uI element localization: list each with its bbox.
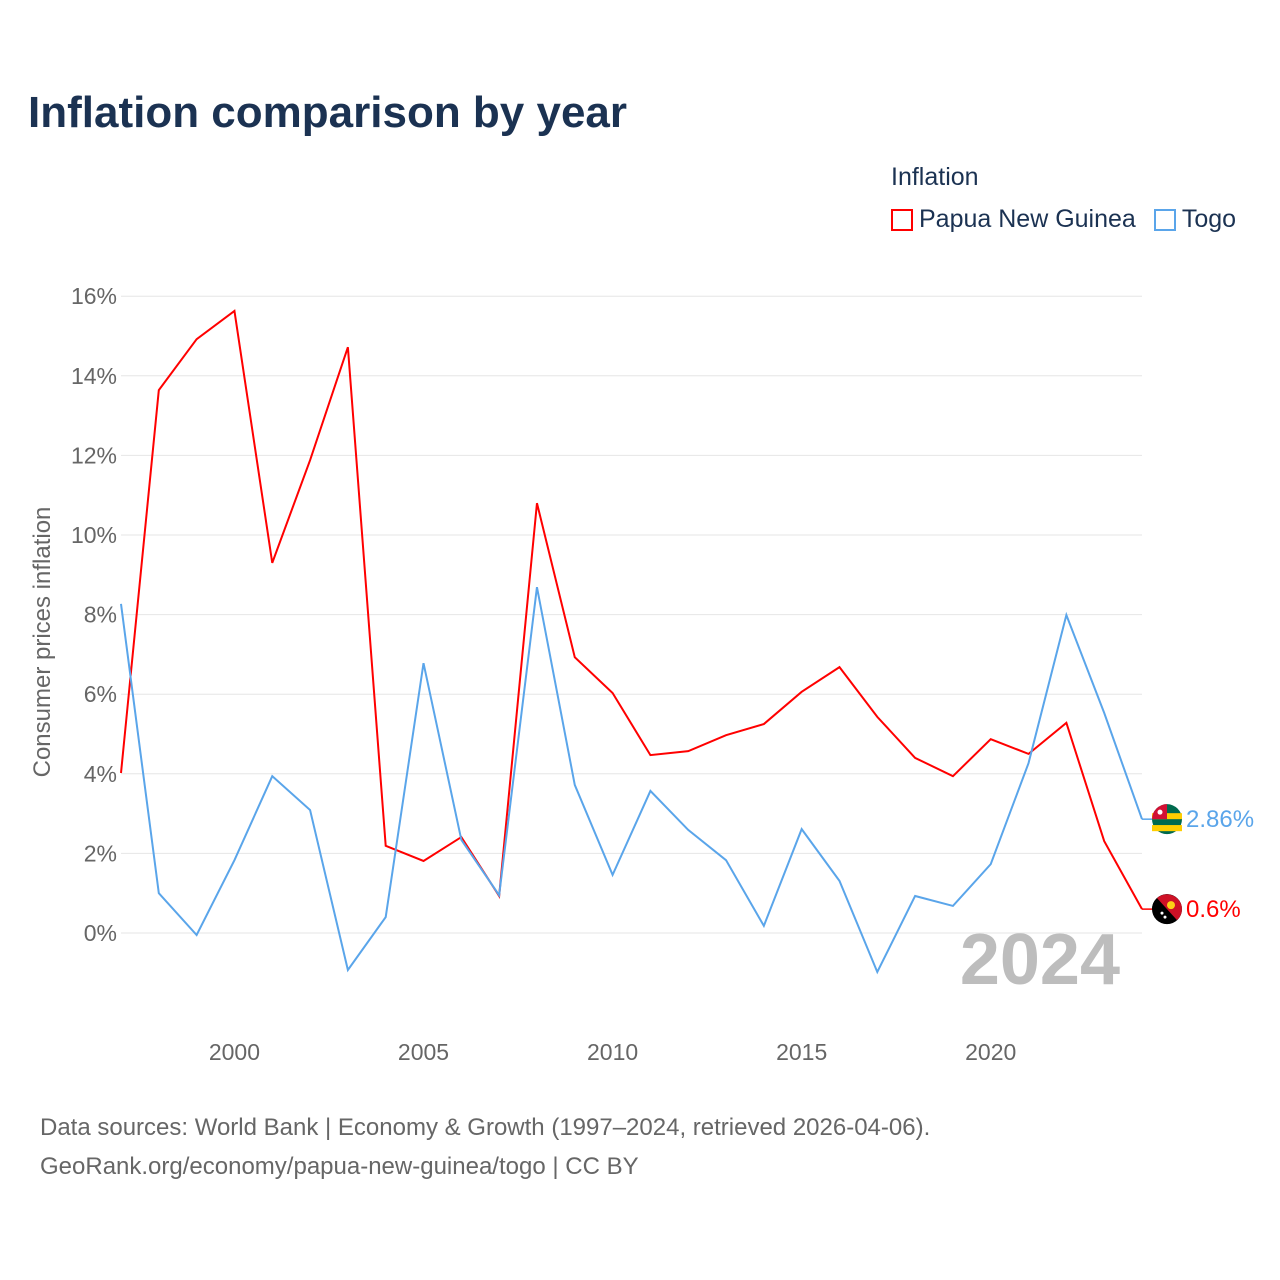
legend-swatch bbox=[891, 208, 913, 231]
legend-label: Papua New Guinea bbox=[919, 205, 1136, 233]
y-tick-label: 14% bbox=[71, 363, 117, 389]
y-tick-label: 12% bbox=[71, 442, 117, 468]
legend: Papua New Guinea Togo bbox=[891, 205, 1236, 234]
legend-item-papua-new-guinea[interactable]: Papua New Guinea bbox=[891, 205, 1136, 234]
x-tick-label: 2020 bbox=[965, 1039, 1016, 1065]
legend-swatch bbox=[1153, 208, 1176, 231]
end-value-label: 2.86% bbox=[1186, 806, 1254, 833]
footer: Data sources: World Bank | Economy & Gro… bbox=[40, 1108, 930, 1186]
series-line-papua-new-guinea bbox=[120, 309, 1143, 910]
footer-source: Data sources: World Bank | Economy & Gro… bbox=[40, 1114, 931, 1141]
flag-part bbox=[1157, 809, 1163, 815]
end-value-label: 0.6% bbox=[1186, 896, 1241, 923]
legend-label: Togo bbox=[1181, 205, 1237, 233]
x-tick-label: 2015 bbox=[776, 1039, 827, 1065]
x-tick-label: 2000 bbox=[209, 1039, 260, 1065]
y-tick-label: 4% bbox=[84, 761, 117, 787]
y-axis-label: Consumer prices inflation bbox=[29, 507, 56, 778]
flag-part bbox=[1160, 911, 1164, 915]
x-tick-label: 2010 bbox=[587, 1039, 638, 1065]
y-tick-label: 6% bbox=[84, 681, 117, 707]
year-watermark: 2024 bbox=[960, 920, 1120, 1000]
legend-item-togo[interactable]: Togo bbox=[1153, 205, 1237, 234]
x-tick-label: 2005 bbox=[398, 1039, 449, 1065]
chart-title: Inflation comparison by year bbox=[28, 88, 628, 137]
y-tick-label: 0% bbox=[84, 920, 117, 946]
y-tick-label: 2% bbox=[84, 840, 117, 866]
y-tick-label: 8% bbox=[84, 602, 117, 628]
legend-title: Inflation bbox=[891, 163, 979, 191]
footer-link: GeoRank.org/economy/papua-new-guinea/tog… bbox=[40, 1153, 639, 1180]
series-line-togo bbox=[120, 586, 1143, 975]
y-tick-label: 16% bbox=[71, 283, 117, 309]
flag-part bbox=[1167, 901, 1175, 910]
flag-part bbox=[1152, 825, 1182, 830]
flag-part bbox=[1163, 915, 1167, 919]
y-tick-label: 10% bbox=[71, 522, 117, 548]
